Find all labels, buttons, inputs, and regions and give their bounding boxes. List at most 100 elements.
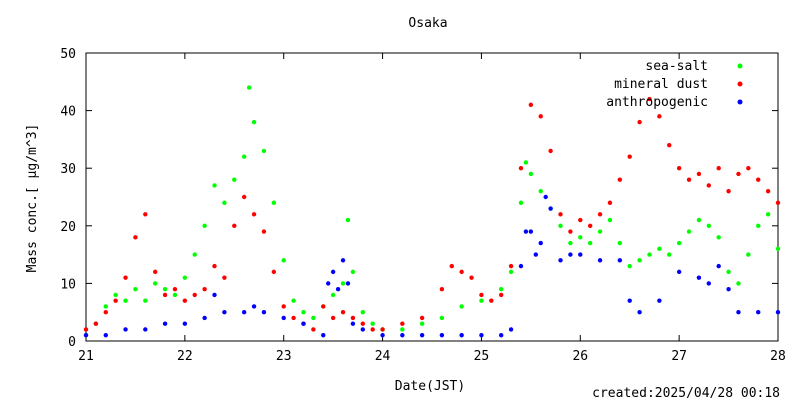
data-point: [340, 281, 346, 286]
data-point: [528, 102, 534, 108]
x-tick-label: 21: [78, 349, 94, 364]
data-point: [271, 269, 277, 275]
y-tick-label: 40: [60, 105, 76, 120]
data-point: [508, 327, 514, 332]
data-point: [380, 327, 385, 332]
data-point: [736, 171, 741, 177]
data-point: [281, 315, 286, 321]
data-point: [93, 321, 99, 326]
data-point: [143, 212, 148, 217]
data-point: [523, 229, 529, 234]
data-point: [172, 292, 178, 298]
data-point: [162, 286, 168, 292]
data-point: [499, 333, 504, 338]
data-point: [123, 298, 128, 303]
data-point: [311, 315, 316, 321]
data-point: [558, 223, 563, 228]
data-point: [765, 189, 771, 194]
data-point: [597, 229, 603, 234]
data-point: [400, 321, 405, 326]
data-point: [192, 292, 197, 298]
data-point: [765, 212, 771, 217]
data-point: [123, 327, 128, 332]
data-point: [587, 240, 593, 246]
data-point: [133, 286, 138, 292]
legend-label: sea-salt: [645, 59, 708, 74]
data-point: [518, 200, 524, 205]
data-point: [232, 223, 237, 228]
data-point: [261, 229, 267, 234]
data-point: [202, 286, 207, 292]
data-point: [439, 315, 445, 321]
data-point: [172, 286, 178, 292]
data-point: [756, 223, 761, 228]
data-point: [241, 154, 247, 159]
data-point: [360, 310, 365, 315]
y-tick-label: 30: [60, 162, 76, 177]
data-point: [162, 321, 168, 326]
data-point: [528, 171, 534, 177]
data-point: [153, 269, 158, 275]
axis-ticks: 21 22 23 24 25 26 27 28 0 10 20 30 40 50: [60, 47, 785, 364]
data-point: [419, 321, 425, 326]
data-point: [340, 310, 346, 315]
data-point: [538, 114, 543, 119]
data-point: [143, 327, 148, 332]
data-point: [345, 217, 351, 223]
data-point: [345, 281, 351, 286]
data-point: [335, 286, 341, 292]
data-point: [340, 258, 346, 263]
data-point: [241, 194, 247, 200]
data-point: [543, 194, 548, 200]
chart-title: Osaka: [408, 16, 447, 31]
data-point: [696, 275, 702, 280]
data-point: [251, 304, 257, 309]
data-point: [716, 263, 721, 269]
data-point: [657, 298, 662, 303]
data-point: [479, 298, 484, 303]
series-anthropogenic: [83, 194, 781, 338]
data-point: [696, 217, 702, 223]
legend-label: anthropogenic: [606, 95, 708, 110]
data-point: [241, 310, 247, 315]
data-point: [222, 310, 227, 315]
data-point: [419, 333, 425, 338]
data-point: [330, 292, 336, 298]
data-point: [103, 310, 108, 315]
data-point: [370, 327, 375, 332]
data-point: [261, 310, 267, 315]
data-point: [360, 327, 365, 332]
data-point: [291, 315, 296, 321]
data-point: [321, 304, 326, 309]
data-point: [212, 292, 217, 298]
data-point: [597, 212, 603, 217]
data-point: [499, 292, 504, 298]
data-point: [301, 321, 306, 326]
data-point: [103, 304, 108, 309]
data-point: [558, 212, 563, 217]
data-point: [380, 333, 385, 338]
data-point: [479, 333, 484, 338]
y-tick-label: 20: [60, 220, 76, 235]
data-point: [533, 252, 538, 257]
x-tick-label: 25: [474, 349, 490, 364]
x-tick-label: 27: [671, 349, 687, 364]
data-point: [578, 252, 583, 257]
data-point: [568, 229, 573, 234]
data-point: [676, 269, 682, 275]
data-point: [459, 304, 464, 309]
data-point: [479, 292, 484, 298]
data-point: [607, 200, 613, 205]
data-point: [716, 166, 721, 171]
data-point: [637, 310, 642, 315]
data-point: [222, 275, 227, 280]
data-point: [419, 315, 425, 321]
data-point: [637, 119, 642, 125]
data-point: [162, 292, 168, 298]
plot-frame: [85, 52, 779, 342]
data-point: [627, 263, 632, 269]
data-point: [726, 189, 731, 194]
data-point: [192, 252, 197, 257]
data-point: [736, 281, 741, 286]
